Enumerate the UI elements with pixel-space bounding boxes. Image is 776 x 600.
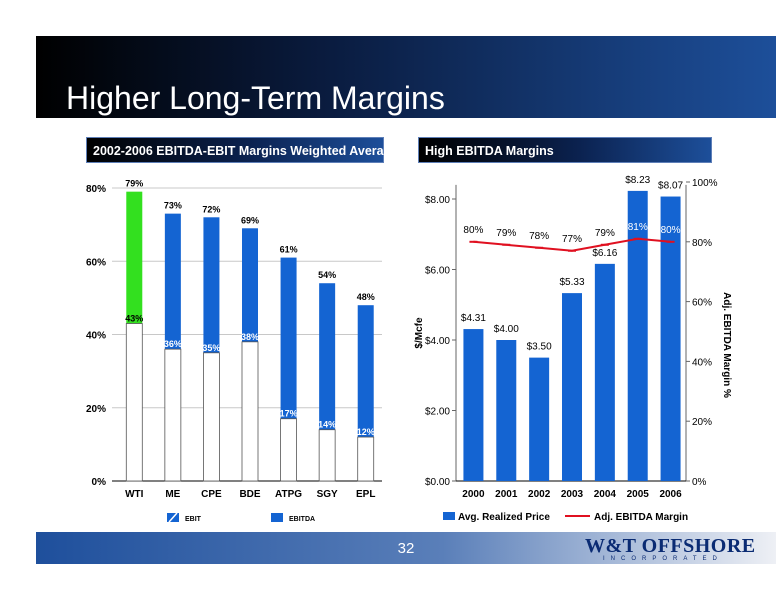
legend-ebitda-swatch: [271, 513, 283, 522]
ebitda-bar: [203, 217, 220, 353]
left-x-tick-label: CPE: [201, 489, 222, 500]
right-y-tick-label: $6.00: [425, 266, 450, 277]
ebitda-data-label: 73%: [164, 201, 182, 211]
ebit-bar: [357, 436, 375, 482]
margin-data-label: 81%: [628, 222, 648, 233]
right-y2-tick-label: 100%: [692, 178, 718, 189]
ebitda-data-label: 48%: [357, 292, 375, 302]
price-bar: [594, 263, 615, 481]
left-x-tick-label: EPL: [356, 489, 375, 500]
left-x-tick-label: BDE: [239, 489, 260, 500]
ebitda-data-label: 79%: [125, 179, 143, 189]
right-y2-tick-label: 80%: [692, 238, 712, 249]
right-x-tick-label: 2003: [561, 489, 584, 500]
price-bar: [496, 340, 517, 481]
logo-tagline: INCORPORATED: [603, 556, 723, 562]
ebitda-data-label: 72%: [202, 204, 220, 214]
left-y-tick-label: 20%: [86, 404, 106, 415]
left-x-tick-label: ATPG: [275, 489, 302, 500]
right-y-tick-label: $8.00: [425, 195, 450, 206]
price-bar: [463, 329, 484, 481]
logo-name: W&T OFFSHORE: [585, 535, 756, 557]
right-y-tick-label: $4.00: [425, 336, 450, 347]
ebit-data-label: 35%: [202, 343, 220, 353]
right-y2-tick-label: 20%: [692, 417, 712, 428]
ebitda-bar: [242, 228, 258, 342]
legend-margin-label: Adj. EBITDA Margin: [594, 512, 688, 523]
legend-price-swatch: [443, 512, 455, 520]
price-bar: [529, 357, 550, 481]
right-x-tick-label: 2006: [659, 489, 682, 500]
left-x-tick-label: WTI: [125, 489, 144, 500]
ebit-data-label: 12%: [357, 427, 375, 437]
company-logo: W&T OFFSHORE INCORPORATED: [585, 535, 755, 563]
right-x-tick-label: 2001: [495, 489, 518, 500]
price-data-label: $3.50: [527, 342, 552, 353]
ebitda-bar: [357, 305, 374, 438]
right-y2-tick-label: 60%: [692, 298, 712, 309]
right-y2-axis-title: Adj. EBITDA Margin %: [721, 292, 732, 398]
price-data-label: $6.16: [592, 248, 617, 259]
ebit-data-label: 43%: [125, 314, 143, 324]
page-number: 32: [397, 540, 415, 557]
ebitda-bar: [319, 283, 336, 430]
ebitda-data-label: 61%: [280, 245, 298, 255]
right-chart-title: High EBITDA Margins: [418, 137, 712, 163]
ebitda-bar: [126, 191, 143, 324]
ebit-data-label: 38%: [241, 332, 259, 342]
left-y-tick-label: 0%: [92, 477, 107, 488]
margin-data-label: 78%: [529, 231, 549, 242]
price-data-label: $8.23: [625, 175, 650, 186]
ebitda-data-label: 54%: [318, 270, 336, 280]
margin-data-label: 79%: [496, 228, 516, 239]
price-bar: [660, 196, 681, 481]
left-y-tick-label: 40%: [86, 331, 106, 342]
right-y-tick-label: $2.00: [425, 407, 450, 418]
right-x-tick-label: 2004: [594, 489, 617, 500]
price-bar: [562, 293, 582, 481]
price-data-label: $8.07: [658, 181, 683, 192]
ebit-bar: [241, 341, 259, 482]
legend-ebitda-label: EBITDA: [289, 516, 315, 523]
margin-data-label: 80%: [463, 225, 483, 236]
footer-bar: 32: [36, 532, 776, 564]
ebitda-bar: [280, 257, 297, 419]
ebitda-bar: [164, 213, 181, 350]
margin-data-label: 77%: [562, 234, 582, 245]
ebit-bar: [164, 348, 182, 482]
margin-data-label: 79%: [595, 228, 615, 239]
legend-price-label: Avg. Realized Price: [458, 512, 550, 523]
left-y-tick-label: 80%: [86, 184, 106, 195]
price-bar: [627, 190, 648, 481]
price-data-label: $5.33: [559, 277, 584, 288]
left-x-tick-label: ME: [165, 489, 180, 500]
right-x-tick-label: 2000: [462, 489, 485, 500]
ebit-bar: [203, 352, 220, 482]
price-data-label: $4.00: [494, 324, 519, 335]
ebit-data-label: 17%: [280, 409, 298, 419]
right-y2-tick-label: 0%: [692, 477, 707, 488]
right-x-tick-label: 2002: [528, 489, 551, 500]
ebitda-data-label: 69%: [241, 215, 259, 225]
title-banner: [36, 36, 776, 118]
margin-data-label: 80%: [661, 225, 681, 236]
price-data-label: $4.31: [461, 313, 486, 324]
left-x-tick-label: SGY: [317, 489, 338, 500]
ebit-bar: [125, 323, 143, 482]
left-y-tick-label: 60%: [86, 257, 106, 268]
left-chart-title: 2002-2006 EBITDA-EBIT Margins Weighted A…: [86, 137, 398, 163]
right-y2-tick-label: 40%: [692, 357, 712, 368]
legend-ebit-label: EBIT: [185, 516, 202, 523]
legend-ebit-hatch: [168, 512, 178, 523]
right-y-tick-label: $0.00: [425, 477, 450, 488]
right-x-tick-label: 2005: [627, 489, 650, 500]
ebit-data-label: 14%: [318, 420, 336, 430]
slide-title: Higher Long-Term Margins: [66, 80, 445, 116]
ebit-bar: [318, 429, 336, 482]
ebit-bar: [280, 418, 297, 482]
right-y-axis-title: $/Mcfe: [414, 317, 425, 349]
ebit-data-label: 36%: [164, 339, 182, 349]
